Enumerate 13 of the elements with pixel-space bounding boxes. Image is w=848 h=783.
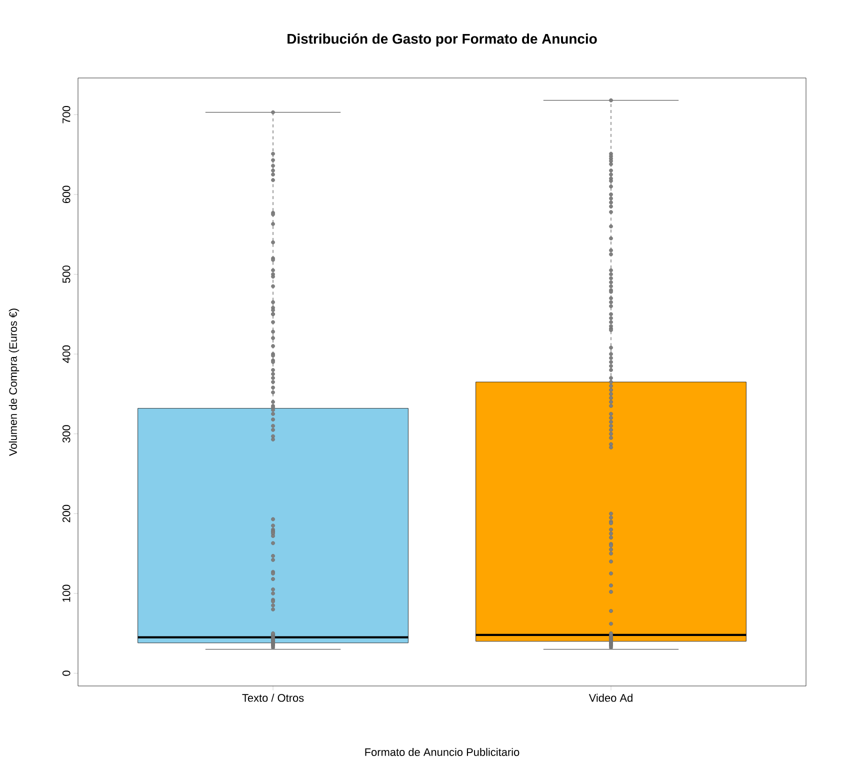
y-tick-label: 200 <box>62 504 70 522</box>
y-tick-label: 0 <box>62 670 70 676</box>
y-tick-label: 700 <box>62 106 70 124</box>
y-axis-title: Volumen de Compra (Euros €) <box>8 308 20 456</box>
y-tick-label: 500 <box>62 266 70 283</box>
x-axis-title: Formato de Anuncio Publicitario <box>365 748 520 756</box>
x-tick-label: Texto / Otros <box>242 694 304 702</box>
chart-title: Distribución de Gasto por Formato de Anuncio <box>288 33 597 47</box>
y-tick-label: 400 <box>62 345 70 363</box>
y-tick-label: 600 <box>62 186 70 204</box>
y-tick-label: 300 <box>62 425 70 443</box>
y-tick-label: 100 <box>62 584 70 602</box>
x-tick-label: Video Ad <box>588 694 632 702</box>
